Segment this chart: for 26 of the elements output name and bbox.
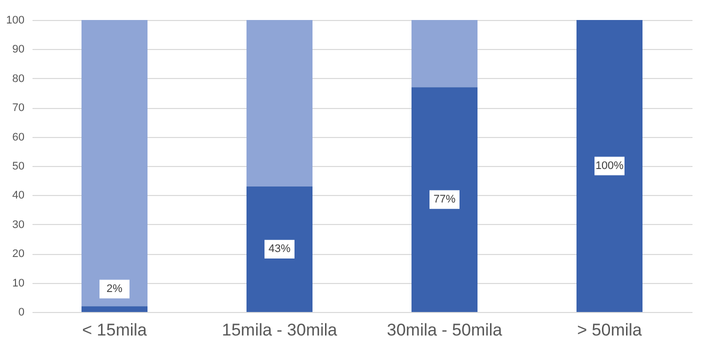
y-tick-label: 10 xyxy=(12,277,24,290)
data-label: 43% xyxy=(268,243,291,256)
bar xyxy=(82,20,148,306)
bar xyxy=(82,306,148,312)
y-tick-label: 90 xyxy=(12,44,24,56)
x-tick-label: < 15mila xyxy=(82,320,148,340)
bar xyxy=(412,20,478,88)
y-tick-label: 0 xyxy=(18,306,24,318)
y-tick-label: 80 xyxy=(12,72,24,85)
data-label: 100% xyxy=(595,160,624,172)
bar xyxy=(576,20,642,312)
y-tick-label: 60 xyxy=(12,131,24,144)
data-label: 2% xyxy=(106,283,123,296)
y-tick-label: 70 xyxy=(12,102,24,114)
y-tick-label: 20 xyxy=(12,248,24,260)
y-tick-label: 100 xyxy=(6,14,24,26)
x-tick-label: 30mila - 50mila xyxy=(386,320,503,340)
y-tick-label: 50 xyxy=(12,160,24,172)
x-tick-label: > 50mila xyxy=(577,320,642,340)
data-label: 77% xyxy=(433,194,456,206)
y-tick-label: 30 xyxy=(12,218,24,231)
bar xyxy=(246,186,312,312)
y-tick-label: 40 xyxy=(12,190,24,202)
bar xyxy=(246,20,312,186)
bar xyxy=(412,87,478,312)
x-tick-label: 15mila - 30mila xyxy=(222,320,338,340)
